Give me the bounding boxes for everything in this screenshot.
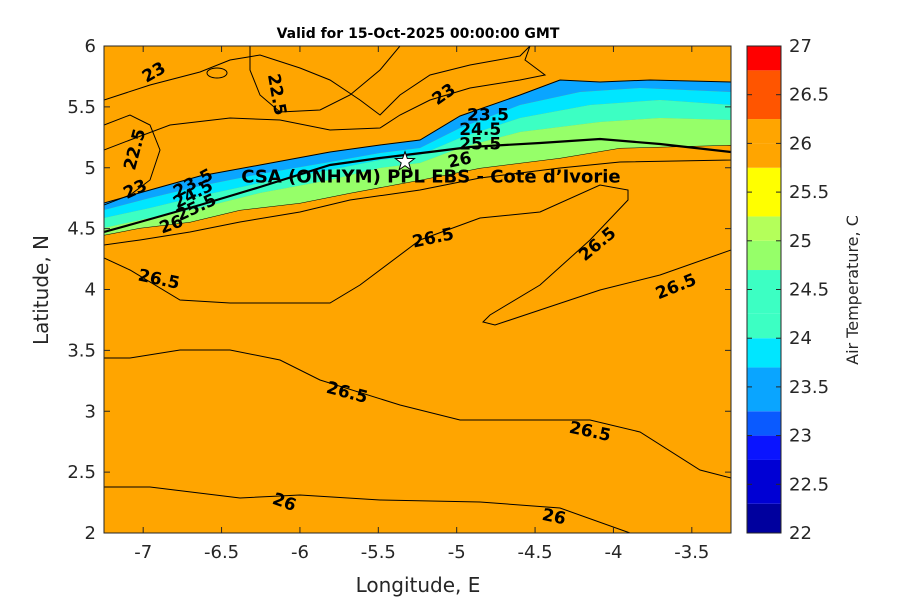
colorbar-band xyxy=(747,70,781,120)
colorbar-band xyxy=(747,411,781,436)
band-25-25.5 xyxy=(104,118,731,235)
x-tick-label: -6 xyxy=(291,542,309,563)
colorbar-tick-label: 25.5 xyxy=(789,182,829,203)
contour-label: 24.5 xyxy=(459,120,501,140)
colorbar-band xyxy=(747,459,781,504)
x-axis-label: Longitude, E xyxy=(356,573,481,597)
colorbar-band xyxy=(747,313,781,339)
contour-label: 26 xyxy=(540,505,567,529)
x-tick-label: -3.5 xyxy=(674,542,709,563)
colorbar-tick-label: 24 xyxy=(789,328,812,349)
colorbar-tick-label: 25 xyxy=(789,231,812,252)
band-23.5-24 xyxy=(104,80,731,210)
colorbar-band xyxy=(747,119,781,144)
site-label: CSA (ONHYM) PPL EBS - Cote d’Ivorie xyxy=(241,167,620,188)
contour-label: 25.5 xyxy=(459,135,501,155)
colorbar-ticks: 22 22.5 23 23.5 24 24.5 25 25.5 26 26.5 27 xyxy=(747,36,829,544)
colorbar-band xyxy=(747,46,781,71)
band-22-22.5-north xyxy=(249,46,401,113)
chart-title: Valid for 15-Oct-2025 00:00:00 GMT xyxy=(277,26,560,42)
y-tick-label: 3.5 xyxy=(67,340,96,361)
x-tick-label: -5 xyxy=(448,542,466,563)
y-tick-label: 3 xyxy=(85,401,96,422)
colorbar-band xyxy=(747,367,781,412)
colorbar-band xyxy=(747,503,781,533)
colorbar-tick-label: 23.5 xyxy=(789,377,829,398)
x-tick-label: -7 xyxy=(134,542,152,563)
contour-field xyxy=(104,46,731,533)
y-tick-label: 5.5 xyxy=(67,97,96,118)
colorbar-band xyxy=(747,270,781,314)
x-tick-label: -5.5 xyxy=(361,542,396,563)
colorbar-band xyxy=(747,240,781,271)
colorbar-label: Air Temperature, C xyxy=(843,215,862,365)
y-axis-ticks: 2 2.5 3 3.5 4 4.5 5 5.5 6 xyxy=(67,36,731,544)
contour-label: 26 xyxy=(446,148,473,172)
band-22-22.5-west xyxy=(104,114,161,206)
site-star-icon xyxy=(393,150,416,172)
y-tick-label: 5 xyxy=(85,158,96,179)
contour-label: 23.5 xyxy=(467,105,509,125)
colorbar-band xyxy=(747,435,781,460)
band-23-23.5 xyxy=(104,46,731,204)
x-axis-ticks: -7 -6.5 -6 -5.5 -5 -4.5 -4 -3.5 xyxy=(134,46,709,563)
band-26.5-27 xyxy=(104,184,731,479)
y-tick-label: 4.5 xyxy=(67,219,96,240)
band-24.5-25 xyxy=(104,100,731,228)
y-tick-label: 4 xyxy=(85,280,96,301)
x-tick-label: -4 xyxy=(604,542,622,563)
colorbar xyxy=(747,46,781,533)
colorbar-band xyxy=(747,338,781,368)
site-marker: CSA (ONHYM) PPL EBS - Cote d’Ivorie xyxy=(241,150,621,188)
colorbar-band xyxy=(747,143,781,168)
y-tick-label: 2.5 xyxy=(67,462,96,483)
colorbar-tick-label: 26.5 xyxy=(789,85,829,106)
band-22.5-23 xyxy=(104,46,547,151)
y-tick-label: 6 xyxy=(85,36,96,57)
colorbar-tick-label: 24.5 xyxy=(789,280,829,301)
x-tick-label: -6.5 xyxy=(204,542,239,563)
colorbar-band xyxy=(747,216,781,241)
y-tick-label: 2 xyxy=(85,523,96,544)
colorbar-tick-label: 27 xyxy=(789,36,812,57)
band-25.5-26-south xyxy=(104,486,631,533)
colorbar-tick-label: 26 xyxy=(789,133,812,154)
colorbar-tick-label: 22.5 xyxy=(789,474,829,495)
cold-spot xyxy=(206,67,228,79)
colorbar-tick-label: 23 xyxy=(789,426,812,447)
x-tick-label: -4.5 xyxy=(518,542,553,563)
y-axis-label: Latitude, N xyxy=(29,235,53,345)
colorbar-tick-label: 22 xyxy=(789,523,812,544)
colorbar-band xyxy=(747,167,781,217)
